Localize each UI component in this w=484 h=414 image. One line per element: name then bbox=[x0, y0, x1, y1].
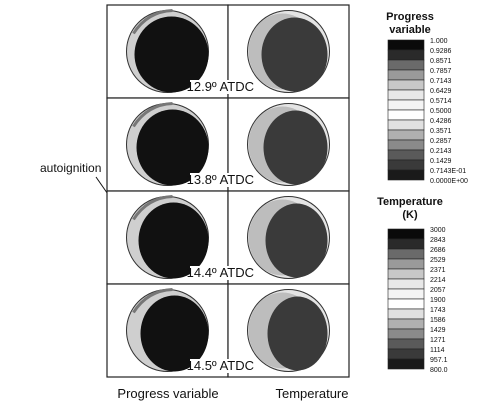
colorbar-swatch bbox=[387, 348, 425, 360]
colorbar-swatch bbox=[387, 338, 425, 350]
colorbar-label: 0.7143 bbox=[430, 78, 452, 85]
colorbar-label: 0.2857 bbox=[430, 138, 452, 145]
colorbar-title: (K) bbox=[402, 209, 418, 221]
colorbar-label: 1271 bbox=[430, 337, 446, 344]
colorbar-label: 800.0 bbox=[430, 367, 448, 374]
colorbar-swatch bbox=[387, 278, 425, 290]
row-label: 12.9º ATDC bbox=[187, 79, 254, 94]
burned-region bbox=[140, 295, 209, 372]
hot-region bbox=[261, 17, 328, 92]
colorbar-label: 0.5714 bbox=[430, 98, 452, 105]
colorbar-title: variable bbox=[389, 24, 431, 36]
colorbar-swatch bbox=[387, 139, 425, 151]
row-label-bg bbox=[190, 359, 254, 373]
colorbar-label: 0.9286 bbox=[430, 48, 452, 55]
colorbar-swatch bbox=[387, 49, 425, 61]
row-label-bg bbox=[190, 173, 254, 187]
colorbar-label: 1114 bbox=[430, 347, 445, 354]
colorbar-swatch bbox=[387, 129, 425, 141]
colorbar-label: 0.4286 bbox=[430, 118, 452, 125]
colorbar-swatch bbox=[387, 328, 425, 340]
colorbar-swatch bbox=[387, 59, 425, 71]
flame-front bbox=[132, 9, 173, 35]
colorbar-swatch bbox=[387, 248, 425, 260]
column-label: Progress variable bbox=[117, 386, 218, 401]
colorbar-swatch bbox=[387, 298, 425, 310]
colorbar-swatch bbox=[387, 119, 425, 131]
colorbar-label: 2686 bbox=[430, 247, 446, 254]
colorbar-swatch bbox=[387, 149, 425, 161]
colorbar-swatch bbox=[387, 99, 425, 111]
colorbar-label: 0.6429 bbox=[430, 88, 452, 95]
burned-region bbox=[136, 109, 209, 186]
annotation: autoignition bbox=[40, 161, 101, 175]
colorbar-swatch bbox=[387, 258, 425, 270]
colorbar-label: 2371 bbox=[430, 267, 446, 274]
colorbar-label: 3000 bbox=[430, 227, 446, 234]
colorbar-swatch bbox=[387, 238, 425, 250]
row-label: 13.8º ATDC bbox=[187, 172, 254, 187]
colorbar-swatch bbox=[387, 268, 425, 280]
colorbar-swatch bbox=[387, 358, 425, 370]
colorbar-label: 0.5000 bbox=[430, 108, 452, 115]
colorbar-label: 0.7143E-01 bbox=[430, 168, 466, 175]
colorbar-label: 1429 bbox=[430, 327, 446, 334]
colorbar-label: 0.0000E+00 bbox=[430, 178, 468, 185]
colorbar-swatch bbox=[387, 79, 425, 91]
column-label: Temperature bbox=[276, 386, 349, 401]
colorbar-title: Progress bbox=[386, 11, 434, 23]
colorbar-swatch bbox=[387, 109, 425, 121]
hot-region bbox=[263, 110, 328, 185]
row-label-bg bbox=[190, 80, 254, 94]
colorbar-label: 1900 bbox=[430, 297, 446, 304]
row-label-bg bbox=[190, 266, 254, 280]
flame-front bbox=[132, 195, 173, 221]
colorbar-swatch bbox=[387, 169, 425, 181]
colorbar-swatch bbox=[387, 308, 425, 320]
burned-region bbox=[134, 16, 209, 93]
colorbar-label: 1586 bbox=[430, 317, 446, 324]
colorbar-label: 0.7857 bbox=[430, 68, 452, 75]
colorbar-label: 2529 bbox=[430, 257, 446, 264]
hot-region bbox=[265, 203, 328, 278]
colorbar-swatch bbox=[387, 69, 425, 81]
colorbar-label: 1.000 bbox=[430, 38, 448, 45]
burned-region bbox=[138, 202, 209, 279]
colorbar-swatch bbox=[387, 318, 425, 330]
colorbar-label: 957.1 bbox=[430, 357, 448, 364]
colorbar-swatch bbox=[387, 89, 425, 101]
colorbar-label: 2057 bbox=[430, 287, 446, 294]
flame-front bbox=[132, 288, 173, 314]
colorbar-label: 0.8571 bbox=[430, 58, 452, 65]
colorbar-title: Temperature bbox=[377, 196, 443, 208]
colorbar-label: 0.1429 bbox=[430, 158, 452, 165]
row-label: 14.4º ATDC bbox=[187, 265, 254, 280]
colorbar-swatch bbox=[387, 159, 425, 171]
colorbar-label: 0.2143 bbox=[430, 148, 452, 155]
colorbar-swatch bbox=[387, 288, 425, 300]
colorbar-label: 1743 bbox=[430, 307, 446, 314]
colorbar-swatch bbox=[387, 228, 425, 240]
row-label: 14.5º ATDC bbox=[187, 358, 254, 373]
hot-region bbox=[267, 296, 328, 371]
colorbar-swatch bbox=[387, 39, 425, 51]
colorbar-label: 0.3571 bbox=[430, 128, 452, 135]
colorbar-label: 2214 bbox=[430, 277, 446, 284]
colorbar-label: 2843 bbox=[430, 237, 446, 244]
flame-front bbox=[132, 102, 173, 128]
